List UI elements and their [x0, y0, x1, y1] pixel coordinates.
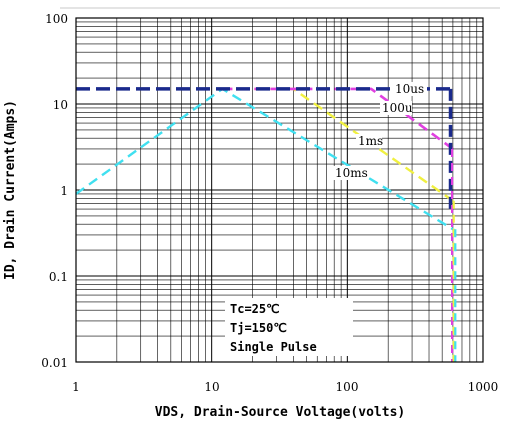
- y-tick-label: 1: [60, 184, 68, 198]
- y-axis-label: ID, Drain Current(Amps): [3, 100, 18, 280]
- x-axis-label: VDS, Drain-Source Voltage(volts): [155, 405, 405, 420]
- y-tick-label: 0.01: [41, 356, 68, 370]
- y-tick-label: 100: [45, 12, 68, 26]
- x-tick-label: 100: [336, 380, 359, 394]
- x-tick-labels: 1 10 100 1000: [72, 380, 498, 394]
- x-tick-label: 1: [72, 380, 80, 394]
- annotation-pulse: Single Pulse: [230, 340, 317, 354]
- x-tick-label: 1000: [468, 380, 499, 394]
- annotation-tj: Tj=150℃: [230, 321, 287, 335]
- y-tick-label: 10: [53, 98, 68, 112]
- y-tick-labels: 100 10 1 0.1 0.01: [41, 12, 68, 370]
- series-label-10ms: 10ms: [335, 166, 368, 180]
- y-tick-label: 0.1: [49, 270, 68, 284]
- series-label-1ms: 1ms: [358, 134, 383, 148]
- x-tick-label: 10: [204, 380, 219, 394]
- series-label-100u: 100u: [382, 101, 413, 115]
- annotation-tc: Tc=25℃: [230, 302, 280, 316]
- series-label-10us: 10us: [395, 82, 424, 96]
